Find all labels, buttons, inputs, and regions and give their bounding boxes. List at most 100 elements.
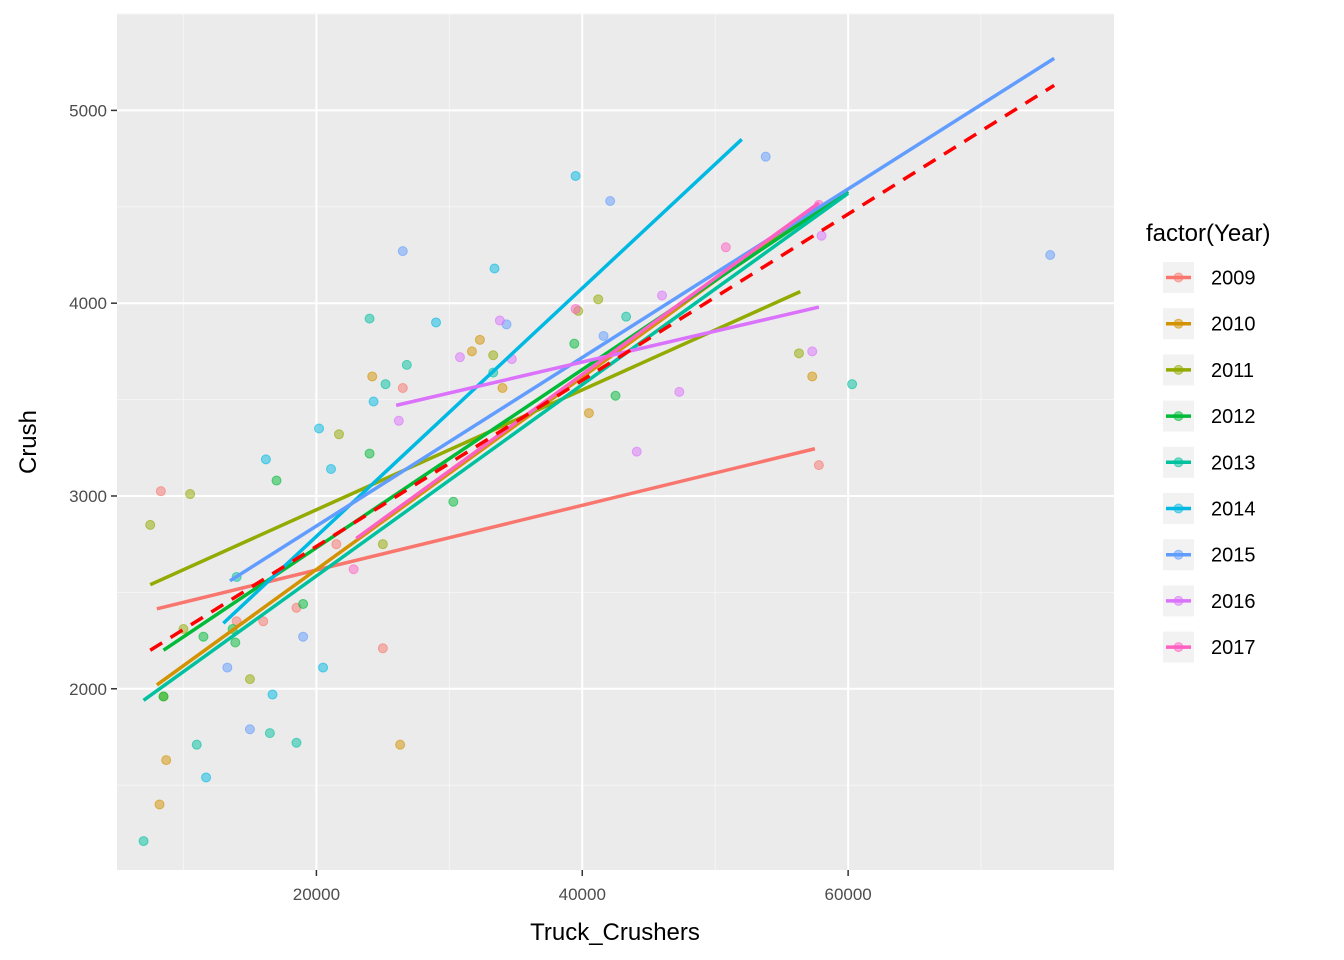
legend-label-2013: 2013 (1211, 452, 1256, 474)
data-point-2013 (291, 737, 302, 748)
data-point-2015 (244, 724, 255, 735)
data-point-2016 (393, 415, 404, 426)
data-point-2010 (466, 346, 477, 357)
data-point-2016 (454, 352, 465, 363)
data-point-2015 (760, 151, 771, 162)
legend-key-point-2009 (1173, 272, 1184, 283)
x-axis-title: Truck_Crushers (530, 919, 700, 946)
data-point-2009 (813, 460, 824, 471)
data-point-2013 (847, 379, 858, 390)
data-point-2016 (816, 230, 827, 241)
y-axis-title: Crush (15, 410, 42, 474)
data-point-2012 (448, 496, 459, 507)
legend-label-2010: 2010 (1211, 314, 1256, 336)
data-point-2011 (333, 429, 344, 440)
data-point-2013 (621, 311, 632, 322)
data-point-2014 (260, 454, 271, 465)
data-point-2016 (674, 386, 685, 397)
fit-line-2013 (142, 191, 850, 702)
fit-line-2017 (355, 201, 820, 540)
fit-line-2015 (229, 56, 1056, 583)
legend-key-point-2011 (1173, 364, 1184, 375)
fit-line-2011 (149, 290, 801, 587)
x-axis: 20000 40000 60000 (293, 870, 872, 904)
legend-label-2017: 2017 (1211, 637, 1256, 659)
data-point-2015 (298, 631, 309, 642)
data-point-2009 (258, 616, 269, 627)
data-point-2010 (367, 371, 378, 382)
legend-key-point-2014 (1173, 503, 1184, 514)
data-point-2014 (431, 317, 442, 328)
x-tick-label: 40000 (559, 885, 606, 904)
data-point-2011 (593, 294, 604, 305)
overall-fit-line (149, 83, 1056, 652)
legend-label-2011: 2011 (1211, 360, 1254, 382)
data-point-2016 (494, 315, 505, 326)
legend-key-point-2012 (1173, 411, 1184, 422)
data-point-2011 (793, 348, 804, 359)
data-point-2014 (570, 170, 581, 181)
data-point-2014 (314, 423, 325, 434)
data-point-2013 (364, 313, 375, 324)
data-point-2012 (271, 475, 282, 486)
data-point-2011 (185, 489, 196, 500)
y-tick-label: 3000 (69, 487, 107, 506)
legend-label-2012: 2012 (1211, 406, 1256, 428)
data-point-2014 (326, 463, 337, 474)
data-point-2014 (318, 662, 329, 673)
legend-key-point-2016 (1173, 595, 1184, 606)
data-point-2011 (244, 674, 255, 685)
legend: factor(Year) 2009 2010 2011 2012 2013 2014 201… (1146, 220, 1271, 663)
data-point-2014 (201, 772, 212, 783)
data-point-2011 (488, 350, 499, 361)
data-point-2016 (631, 446, 642, 457)
y-tick-label: 2000 (69, 680, 107, 699)
data-point-2016 (807, 346, 818, 357)
data-point-2014 (267, 689, 278, 700)
data-point-2017 (720, 242, 731, 253)
data-point-2011 (377, 539, 388, 550)
data-point-2012 (230, 637, 241, 648)
data-point-2009 (331, 539, 342, 550)
legend-label-2016: 2016 (1211, 591, 1256, 613)
data-point-2013 (401, 359, 412, 370)
data-point-2012 (569, 338, 580, 349)
data-point-2013 (264, 728, 275, 739)
data-point-2010 (161, 755, 172, 766)
data-point-2009 (397, 383, 408, 394)
data-point-2013 (138, 836, 149, 847)
legend-label-2009: 2009 (1211, 268, 1256, 290)
data-point-2013 (380, 379, 391, 390)
overall-regression (149, 83, 1056, 652)
data-point-2010 (154, 799, 165, 810)
data-point-2014 (368, 396, 379, 407)
plot-panel (117, 14, 1114, 870)
data-point-2016 (657, 290, 668, 301)
data-point-2010 (807, 371, 818, 382)
data-point-2017 (348, 564, 359, 575)
data-point-2009 (155, 486, 166, 497)
data-point-2010 (395, 739, 406, 750)
y-tick-label: 5000 (69, 101, 107, 120)
data-point-2012 (364, 448, 375, 459)
data-point-2011 (145, 519, 156, 530)
x-tick-label: 60000 (824, 885, 871, 904)
legend-title: factor(Year) (1146, 220, 1271, 247)
data-point-2015 (222, 662, 233, 673)
data-point-2010 (497, 383, 508, 394)
legend-key-point-2017 (1173, 642, 1184, 653)
legend-key-point-2015 (1173, 549, 1184, 560)
data-point-2012 (158, 691, 169, 702)
data-point-2015 (1045, 249, 1056, 260)
data-point-2013 (191, 739, 202, 750)
regression-lines (142, 56, 1056, 702)
fit-line-2014 (222, 138, 743, 625)
data-point-2015 (397, 246, 408, 257)
data-point-2010 (474, 334, 485, 345)
data-points (138, 151, 1056, 847)
legend-key-point-2010 (1173, 318, 1184, 329)
x-tick-label: 20000 (293, 885, 340, 904)
legend-key-point-2013 (1173, 457, 1184, 468)
data-point-2012 (610, 390, 621, 401)
